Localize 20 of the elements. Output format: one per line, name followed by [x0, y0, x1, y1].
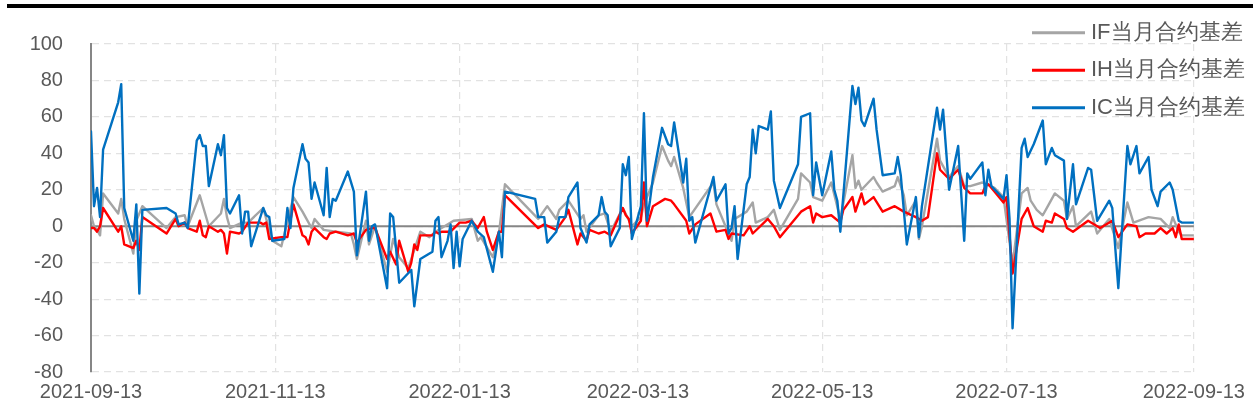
x-tick-label: 2022-01-13	[408, 379, 511, 402]
y-tick-label: 40	[40, 140, 63, 163]
y-tick-label: 0	[51, 213, 63, 236]
legend-label: IC当月合约基差	[1091, 93, 1245, 119]
x-tick-label: 2021-09-13	[39, 379, 143, 402]
legend-label: IH当月合约基差	[1091, 56, 1245, 82]
y-tick-label: -80	[34, 359, 63, 382]
y-tick-label: -60	[34, 323, 63, 346]
y-tick-label: 20	[40, 177, 63, 200]
x-tick-label: 2022-05-13	[771, 379, 874, 402]
x-tick-label: 2022-03-13	[586, 379, 690, 402]
legend-label: IF当月合约基差	[1091, 18, 1243, 44]
y-tick-label: -40	[34, 286, 63, 309]
x-tick-label: 2022-07-13	[955, 379, 1058, 402]
x-tick-label: 2022-09-13	[1142, 379, 1245, 402]
y-tick-label: 100	[29, 31, 63, 54]
y-tick-label: 80	[40, 67, 63, 90]
y-tick-label: -20	[34, 250, 63, 273]
x-tick-label: 2021-11-13	[224, 379, 326, 402]
y-tick-label: 60	[40, 104, 63, 127]
